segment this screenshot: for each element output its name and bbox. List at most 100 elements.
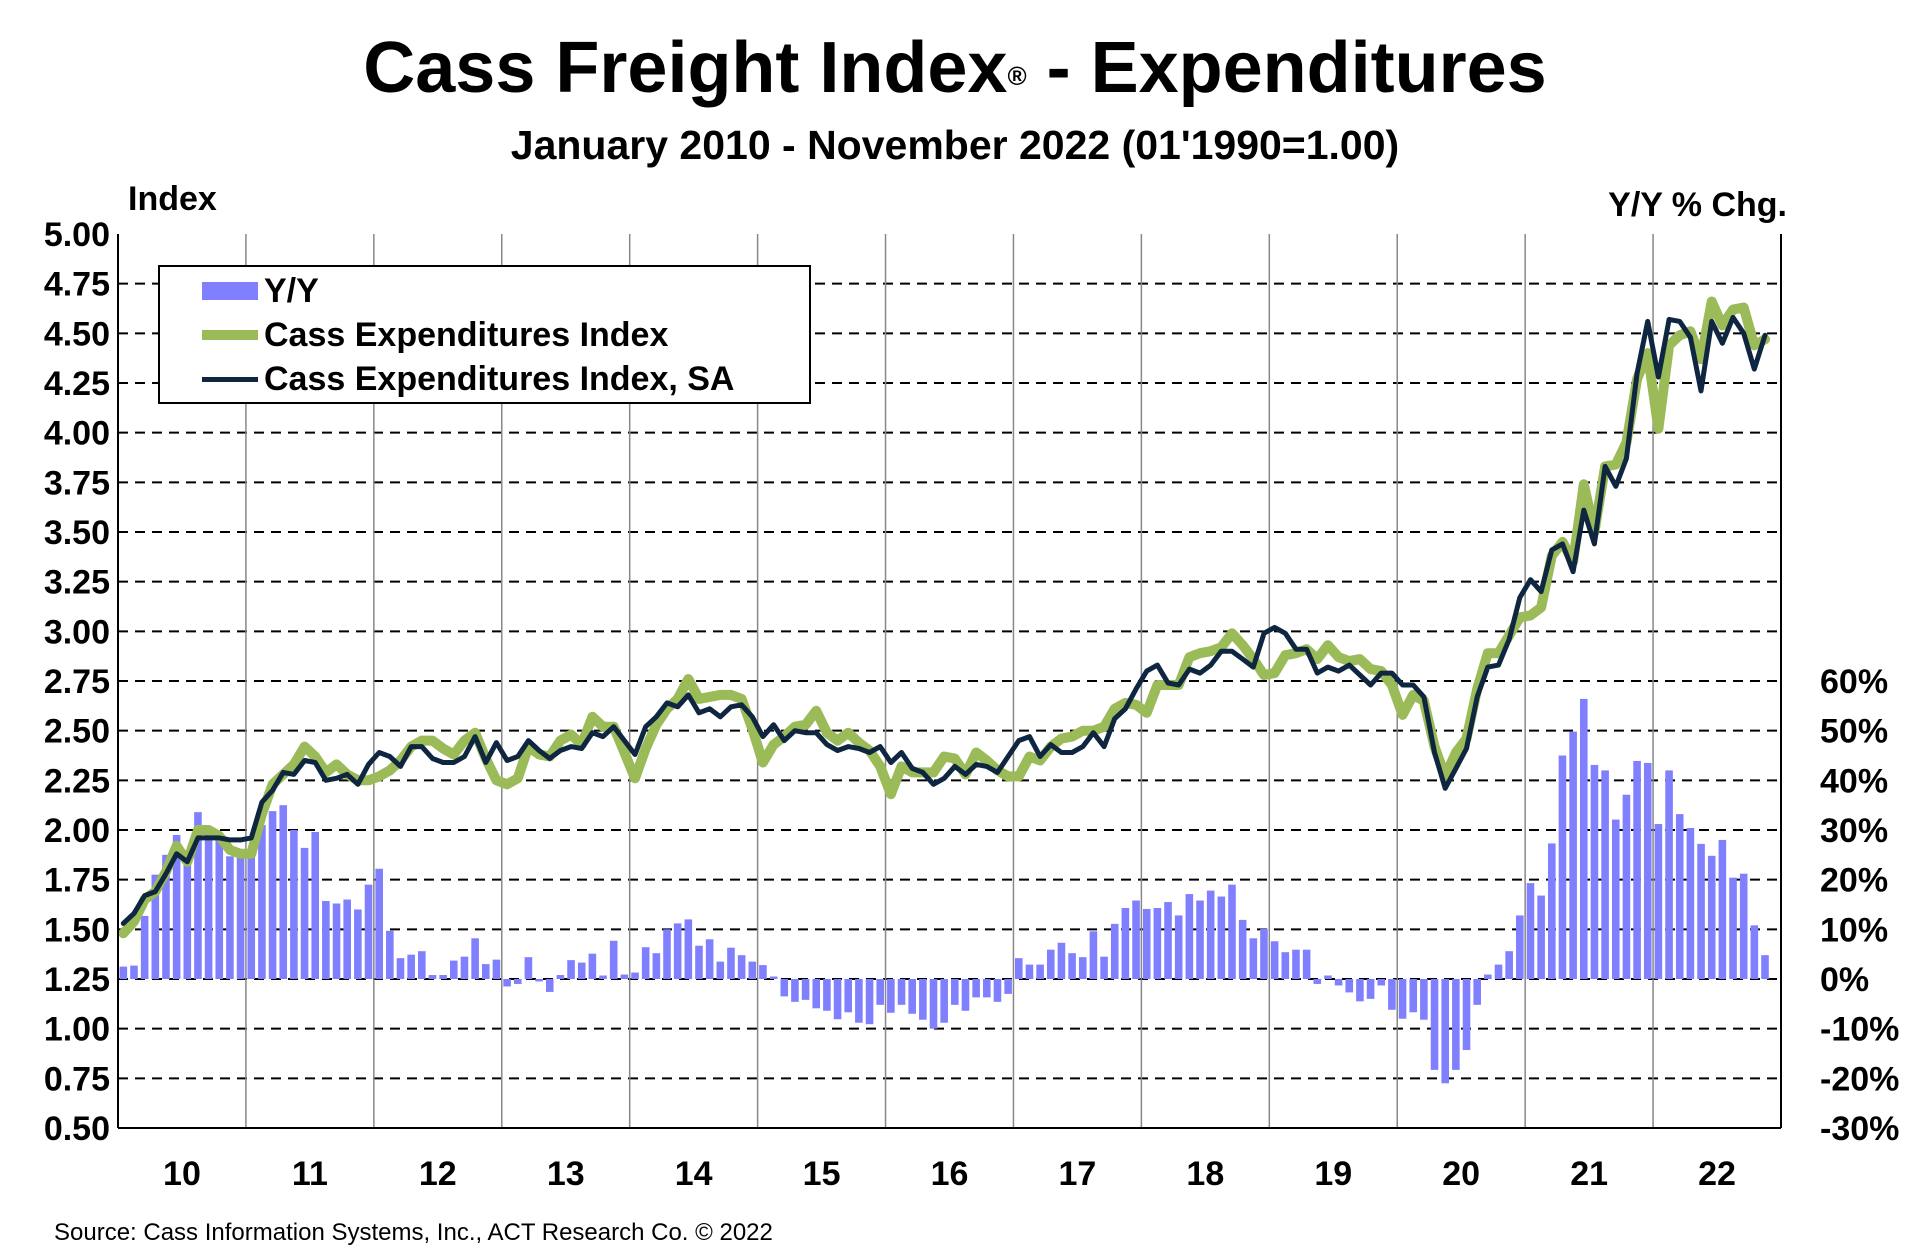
left-axis-title: Index bbox=[128, 180, 217, 218]
yy-bar bbox=[1270, 941, 1279, 979]
yy-bar bbox=[1334, 979, 1343, 986]
yy-bar bbox=[279, 805, 288, 979]
yy-bar bbox=[1281, 952, 1290, 979]
yy-bar bbox=[513, 979, 522, 984]
yy-bar bbox=[1505, 951, 1513, 979]
yy-bar bbox=[1675, 814, 1684, 979]
yy-bar bbox=[951, 979, 959, 1005]
yy-bar bbox=[1750, 925, 1759, 979]
yy-bar bbox=[1100, 956, 1108, 979]
yy-bar bbox=[844, 979, 853, 1013]
yy-bar bbox=[1046, 949, 1055, 979]
yy-bar bbox=[1196, 900, 1204, 979]
legend-item-sa: Cass Expenditures Index, SA bbox=[202, 357, 735, 401]
legend-swatch-navy-line bbox=[202, 376, 258, 382]
yy-bar bbox=[1441, 979, 1450, 1084]
yy-bar bbox=[1579, 698, 1588, 979]
yy-bar bbox=[386, 930, 394, 979]
left-tick-label: 5.00 bbox=[44, 216, 110, 254]
right-tick-label: -10% bbox=[1820, 1011, 1899, 1049]
yy-bar bbox=[748, 961, 757, 979]
right-tick-label: -30% bbox=[1820, 1110, 1899, 1148]
yy-bar bbox=[1686, 828, 1695, 979]
x-tick-label: 12 bbox=[419, 1155, 457, 1193]
yy-bar bbox=[1516, 915, 1524, 979]
x-tick-label: 11 bbox=[292, 1155, 328, 1193]
yy-bar bbox=[1452, 979, 1460, 1070]
yy-bar bbox=[897, 979, 906, 1005]
left-tick-label: 4.75 bbox=[44, 266, 110, 304]
yy-bar bbox=[1377, 979, 1386, 986]
left-tick-label: 3.50 bbox=[44, 514, 110, 552]
yy-bar bbox=[545, 979, 554, 992]
yy-bar bbox=[1356, 979, 1364, 1002]
yy-bar bbox=[1238, 919, 1247, 979]
yy-bar bbox=[641, 947, 650, 979]
yy-bar bbox=[268, 811, 277, 979]
yy-bar bbox=[1249, 938, 1258, 979]
yy-bar bbox=[567, 960, 575, 979]
yy-bar bbox=[759, 965, 767, 979]
yy-bar bbox=[1217, 896, 1226, 979]
yy-bar bbox=[631, 972, 639, 979]
yy-bar bbox=[1142, 908, 1151, 979]
x-tick-label: 10 bbox=[163, 1155, 201, 1193]
yy-bar bbox=[322, 901, 330, 979]
yy-bar bbox=[1590, 764, 1599, 979]
yy-bar bbox=[481, 964, 490, 979]
yy-bar bbox=[833, 979, 842, 1020]
left-tick-label: 0.75 bbox=[44, 1060, 110, 1098]
left-tick-label: 1.25 bbox=[44, 961, 110, 999]
left-tick-label: 1.00 bbox=[44, 1011, 110, 1049]
source-note: Source: Cass Information Systems, Inc., … bbox=[54, 1219, 773, 1246]
right-tick-label: 50% bbox=[1820, 713, 1888, 751]
yy-bar bbox=[919, 979, 927, 1020]
yy-bar bbox=[993, 979, 1002, 1002]
yy-bar bbox=[940, 979, 948, 1023]
yy-bar bbox=[151, 874, 160, 979]
yy-bar bbox=[418, 951, 426, 979]
yy-bar bbox=[535, 979, 543, 982]
yy-bar bbox=[1409, 979, 1418, 1013]
left-tick-label: 2.25 bbox=[44, 762, 110, 800]
yy-bar bbox=[1057, 942, 1066, 979]
yy-bar bbox=[1036, 964, 1044, 979]
yy-bar bbox=[1473, 979, 1481, 1005]
yy-bar bbox=[311, 831, 320, 979]
yy-bar bbox=[972, 979, 980, 998]
yy-bar bbox=[1014, 958, 1023, 979]
yy-bar bbox=[599, 975, 607, 979]
yy-bar bbox=[140, 915, 149, 979]
legend-swatch-bar bbox=[202, 282, 258, 300]
yy-bar bbox=[364, 884, 373, 979]
yy-bar bbox=[1622, 794, 1631, 979]
yy-bar bbox=[673, 923, 682, 979]
yy-bar bbox=[1004, 979, 1012, 994]
yy-bar bbox=[1665, 770, 1673, 979]
right-tick-label: 60% bbox=[1820, 663, 1888, 701]
yy-bar bbox=[236, 854, 245, 979]
left-tick-label: 3.00 bbox=[44, 613, 110, 651]
yy-bar bbox=[801, 979, 810, 1000]
yy-bar bbox=[823, 979, 831, 1011]
yy-bar bbox=[1121, 907, 1130, 979]
yy-bar bbox=[983, 979, 991, 998]
legend-swatch-green-line bbox=[202, 330, 258, 340]
yy-bar bbox=[343, 899, 351, 979]
yy-bar bbox=[162, 854, 170, 979]
left-tick-label: 1.50 bbox=[44, 911, 110, 949]
title-rest: - Expenditures bbox=[1026, 28, 1547, 108]
yy-bar bbox=[1729, 877, 1737, 979]
yy-bar bbox=[1398, 979, 1407, 1019]
yy-bar bbox=[716, 961, 725, 979]
yy-bar bbox=[1366, 979, 1375, 999]
yy-bar bbox=[865, 979, 874, 1025]
yy-bar bbox=[609, 940, 618, 979]
left-tick-label: 2.50 bbox=[44, 713, 110, 751]
yy-bar bbox=[354, 909, 362, 979]
yy-bar bbox=[1643, 762, 1652, 979]
yy-bar bbox=[780, 979, 789, 997]
yy-bar bbox=[1302, 949, 1311, 979]
yy-bar bbox=[226, 856, 234, 979]
